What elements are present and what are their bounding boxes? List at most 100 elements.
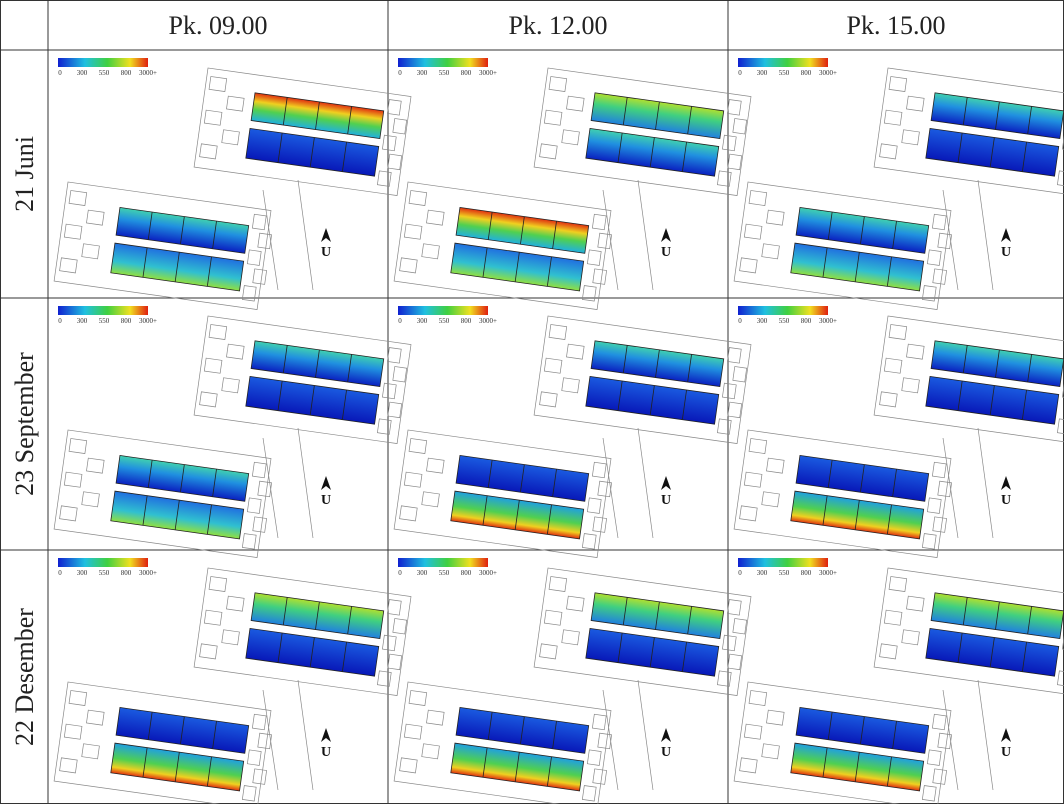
north-label: U	[321, 493, 331, 508]
legend-bar	[398, 306, 488, 315]
plan-room	[226, 596, 244, 611]
plan-room	[404, 224, 422, 239]
legend-label: 550	[779, 317, 790, 325]
plan-room	[387, 600, 401, 616]
plan-room	[717, 419, 731, 435]
plan-room	[728, 402, 742, 418]
legend-label: 0	[738, 569, 742, 577]
north-arrow	[661, 728, 671, 742]
plan-room	[933, 517, 947, 533]
plan-room	[733, 118, 747, 134]
plan-room	[540, 392, 558, 407]
plan-room	[540, 644, 558, 659]
legend-label: 800	[461, 317, 472, 325]
plan-room	[377, 671, 391, 687]
north-label: U	[321, 745, 331, 760]
legend-bar	[398, 558, 488, 567]
north-label: U	[1001, 745, 1011, 760]
plan-room	[562, 130, 580, 145]
legend-label: 300	[417, 69, 428, 77]
building-plan	[734, 182, 955, 310]
legend-label: 550	[439, 569, 450, 577]
figure-table: Pk. 09.00Pk. 12.00Pk. 15.0021 Juni23 Sep…	[0, 0, 1064, 804]
legend-label: 300	[77, 317, 88, 325]
legend-label: 3000+	[479, 569, 497, 577]
plan-room	[592, 714, 606, 730]
plan-room	[253, 269, 267, 285]
plan-room	[549, 324, 567, 339]
plan-room	[409, 190, 427, 205]
plan-room	[222, 378, 240, 393]
legend-bar	[738, 306, 828, 315]
plan-room	[544, 358, 562, 373]
plan-room	[587, 498, 601, 514]
building-plan	[194, 568, 411, 696]
legend-label: 800	[121, 317, 132, 325]
legend-label: 3000+	[139, 569, 157, 577]
north-label: U	[661, 745, 671, 760]
plan-room	[922, 534, 936, 550]
legend-bar	[738, 58, 828, 67]
legend-label: 300	[77, 569, 88, 577]
simulation-cell: 03005508003000+U	[54, 306, 411, 558]
plan-room	[60, 506, 78, 521]
plan-room	[222, 630, 240, 645]
plan-room	[252, 462, 266, 478]
plan-room	[566, 596, 584, 611]
legend-label: 300	[757, 569, 768, 577]
plan-room	[884, 610, 902, 625]
plan-room	[593, 517, 607, 533]
legend-label: 3000+	[819, 69, 837, 77]
plan-room	[387, 100, 401, 116]
building-plan	[394, 430, 615, 558]
plan-room	[906, 596, 924, 611]
building-plan	[194, 68, 411, 196]
plan-room	[404, 724, 422, 739]
plan-room	[889, 76, 907, 91]
plan-room	[200, 392, 218, 407]
plan-room	[733, 366, 747, 382]
plan-room	[253, 769, 267, 785]
plan-room	[749, 190, 767, 205]
plan-room	[722, 135, 736, 151]
plan-room	[382, 135, 396, 151]
plan-room	[388, 154, 402, 170]
legend-label: 300	[77, 69, 88, 77]
plan-room	[884, 358, 902, 373]
legend-label: 550	[99, 569, 110, 577]
plan-room	[932, 462, 946, 478]
legend-bar	[398, 58, 488, 67]
plan-room	[880, 144, 898, 159]
legend-label: 3000+	[819, 317, 837, 325]
plan-room	[582, 786, 596, 802]
plan-room	[204, 610, 222, 625]
plan-room	[766, 710, 784, 725]
building-plan	[534, 316, 751, 444]
plan-room	[60, 758, 78, 773]
plan-room	[209, 576, 227, 591]
simulation-cell: 03005508003000+U	[54, 558, 411, 804]
legend-label: 800	[121, 569, 132, 577]
simulation-cell: 03005508003000+U	[734, 558, 1064, 804]
legend-label: 3000+	[479, 317, 497, 325]
legend-label: 3000+	[819, 569, 837, 577]
plan-room	[902, 630, 920, 645]
plan-room	[744, 472, 762, 487]
legend-label: 800	[801, 317, 812, 325]
building-plan	[54, 682, 275, 804]
plan-room	[252, 714, 266, 730]
plan-room	[393, 366, 407, 382]
building-plan	[394, 682, 615, 804]
building-plan	[874, 316, 1064, 444]
plan-room	[242, 286, 256, 302]
north-arrow	[321, 476, 331, 490]
plan-room	[242, 534, 256, 550]
plan-room	[209, 76, 227, 91]
plan-room	[226, 96, 244, 111]
legend-label: 550	[439, 317, 450, 325]
plan-room	[922, 786, 936, 802]
legend-label: 3000+	[139, 317, 157, 325]
plan-room	[927, 498, 941, 514]
north-arrow	[321, 728, 331, 742]
